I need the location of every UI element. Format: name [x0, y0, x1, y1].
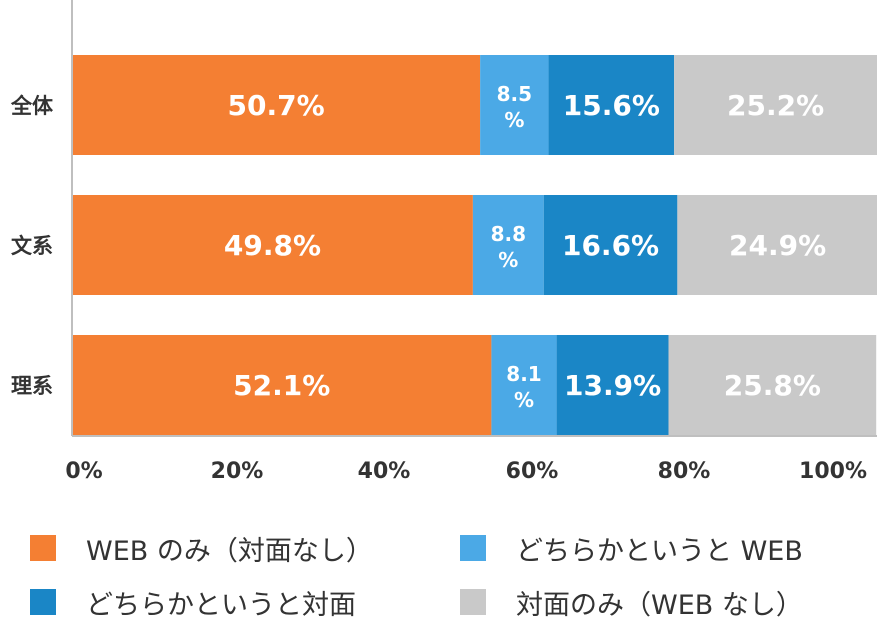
data-label-humanities-in-person-only: 24.9%: [729, 229, 826, 262]
legend-label-web-only: WEB のみ（対面なし）: [86, 535, 373, 567]
data-label-all-web-only: 50.7%: [227, 89, 324, 122]
legend-item-in-person-only: 対面のみ（WEB なし）: [460, 582, 803, 622]
x-tick-label: 20%: [211, 459, 264, 484]
bar-segment-humanities-rather-in-person: [543, 195, 678, 295]
x-tick-label: 80%: [658, 459, 711, 484]
x-tick-label: 40%: [358, 459, 411, 484]
bar-segment-sciences-rather-web: [491, 335, 557, 435]
data-label-humanities-rather-in-person: 16.6%: [562, 229, 659, 262]
bar-segment-humanities-in-person-only: [677, 195, 877, 295]
legend-swatch-in-person-only: [460, 589, 486, 615]
bar-segment-humanities-web-only: [72, 195, 473, 295]
bar-segment-all-rather-web: [480, 55, 549, 155]
category-label-sciences: 理系: [11, 374, 53, 398]
bar-segment-all-in-person-only: [674, 55, 877, 155]
data-label-humanities-rather-web: 8.8%: [491, 222, 526, 272]
data-label-sciences-in-person-only: 25.8%: [724, 369, 821, 402]
data-label-sciences-rather-in-person: 13.9%: [564, 369, 661, 402]
chart-legend: WEB のみ（対面なし） どちらかというと WEB どちらかというと対面 対面の…: [0, 520, 877, 622]
data-label-humanities-web-only: 49.8%: [224, 229, 321, 262]
category-label-all: 全体: [10, 94, 54, 118]
data-label-all-rather-in-person: 15.6%: [563, 89, 660, 122]
data-label-sciences-web-only: 52.1%: [233, 369, 330, 402]
category-label-humanities: 文系: [11, 234, 53, 258]
data-label-all-rather-web: 8.5%: [497, 82, 532, 132]
bar-segment-all-web-only: [72, 55, 481, 155]
legend-swatch-rather-in-person: [30, 589, 56, 615]
bar-segment-sciences-rather-in-person: [556, 335, 669, 435]
legend-swatch-rather-web: [460, 535, 486, 561]
bar-segment-humanities-rather-web: [472, 195, 544, 295]
legend-item-rather-web: どちらかというと WEB: [460, 528, 803, 568]
bar-segment-sciences-web-only: [72, 335, 492, 435]
stacked-bar-chart: 50.7% 8.5% 15.6% 25.2% 全体 49.8% 8.8% 16.6% 24.9%…: [10, 0, 877, 484]
x-tick-label: 60%: [506, 459, 559, 484]
legend-label-rather-in-person: どちらかというと対面: [86, 589, 356, 621]
data-label-sciences-rather-web: 8.1%: [506, 362, 541, 412]
legend-item-rather-in-person: どちらかというと対面: [30, 582, 356, 622]
bar-segment-sciences-in-person-only: [668, 335, 877, 435]
legend-swatch-web-only: [30, 535, 56, 561]
data-label-all-in-person-only: 25.2%: [727, 89, 824, 122]
x-tick-label: 0%: [65, 459, 102, 484]
legend-label-rather-web: どちらかというと WEB: [516, 535, 803, 567]
legend-item-web-only: WEB のみ（対面なし）: [30, 528, 373, 568]
x-tick-label: 100%: [799, 459, 867, 484]
bar-segment-all-rather-in-person: [548, 55, 675, 155]
legend-label-in-person-only: 対面のみ（WEB なし）: [516, 589, 803, 621]
